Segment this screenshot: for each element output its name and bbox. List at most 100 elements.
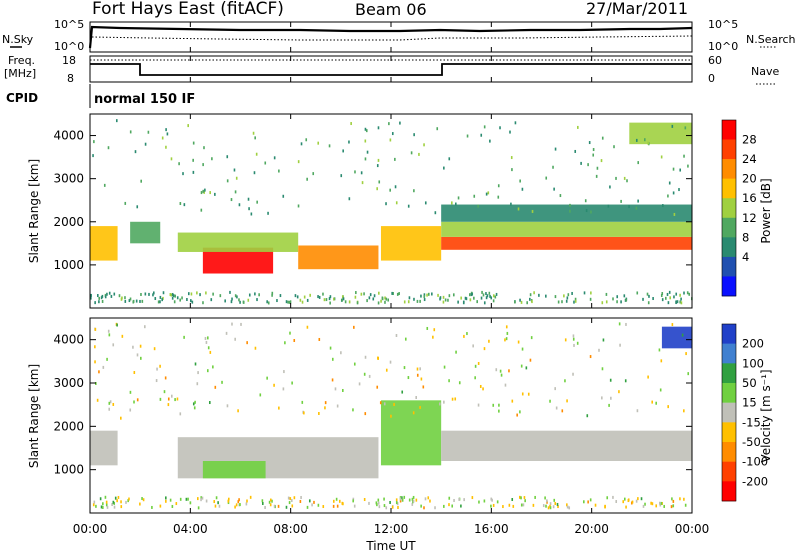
power-speckle-point xyxy=(98,300,100,304)
velocity-speckle-point xyxy=(508,369,510,373)
velocity-speckle-point xyxy=(114,496,117,500)
power-speckle-point xyxy=(554,147,557,151)
power-echo-layer xyxy=(90,119,693,305)
velocity-speckle-point xyxy=(318,411,320,415)
station-title: Fort Hays East (fitACF) xyxy=(92,0,284,19)
power-speckle-point xyxy=(192,158,194,162)
power-speckle-point xyxy=(436,127,439,131)
power-speckle-point xyxy=(211,157,213,161)
power-speckle-point xyxy=(210,298,213,302)
velocity-echo-region xyxy=(441,430,692,461)
power-speckle-point xyxy=(424,201,427,205)
colorbar-cell xyxy=(722,363,736,384)
velocity-echo-region xyxy=(661,326,692,349)
velocity-speckle-point xyxy=(495,368,498,372)
velocity-speckle-point xyxy=(106,357,108,361)
velocity-speckle-point xyxy=(226,404,229,408)
power-speckle-point xyxy=(273,156,276,160)
power-speckle-point xyxy=(377,126,380,130)
velocity-speckle-point xyxy=(102,365,105,369)
power-speckle-point xyxy=(569,209,571,213)
velocity-speckle-point xyxy=(335,497,338,501)
velocity-speckle-point xyxy=(155,379,158,383)
power-speckle-point xyxy=(230,198,233,202)
velocity-speckle-point xyxy=(308,499,311,503)
velocity-speckle-point xyxy=(608,403,610,407)
power-speckle-point xyxy=(279,294,282,298)
power-speckle-point xyxy=(628,205,630,209)
power-speckle-point xyxy=(377,158,380,162)
power-speckle-point xyxy=(110,294,113,298)
power-speckle-point xyxy=(171,292,174,296)
velocity-speckle-point xyxy=(140,356,142,360)
power-speckle-point xyxy=(661,298,664,302)
power-speckle-point xyxy=(497,195,500,199)
velocity-speckle-point xyxy=(125,500,127,504)
power-speckle-point xyxy=(312,172,315,176)
velocity-speckle-point xyxy=(498,409,500,413)
power-speckle-point xyxy=(431,292,433,296)
power-speckle-point xyxy=(187,292,190,296)
velocity-speckle-point xyxy=(412,495,415,499)
power-speckle-point xyxy=(214,192,216,196)
power-speckle-point xyxy=(252,131,255,135)
velocity-speckle-point xyxy=(389,360,392,364)
velocity-speckle-point xyxy=(94,360,96,364)
velocity-speckle-point xyxy=(389,500,391,504)
power-speckle-point xyxy=(170,293,173,297)
velocity-speckle-point xyxy=(401,498,404,502)
velocity-y-axis: 1000 2000 3000 4000 xyxy=(53,333,692,477)
velocity-speckle-point xyxy=(322,505,325,509)
power-speckle-point xyxy=(364,127,367,131)
power-speckle-point xyxy=(481,290,483,294)
power-speckle-point xyxy=(305,138,308,142)
power-speckle-point xyxy=(642,297,644,301)
velocity-speckle-point xyxy=(479,384,482,388)
power-echo-region xyxy=(130,221,161,244)
power-speckle-point xyxy=(442,295,445,299)
power-speckle-point xyxy=(526,301,528,305)
power-speckle-point xyxy=(306,298,309,302)
velocity-speckle-point xyxy=(554,502,557,506)
x-tick-label: 08:00 xyxy=(273,522,308,536)
velocity-speckle-point xyxy=(518,495,521,499)
power-echo-region xyxy=(298,245,379,270)
velocity-speckle-point xyxy=(175,502,178,506)
velocity-speckle-point xyxy=(197,506,200,510)
velocity-ylabel: Slant Range [km] xyxy=(27,364,41,468)
velocity-speckle-point xyxy=(635,499,638,503)
power-speckle-point xyxy=(389,188,391,192)
power-speckle-point xyxy=(348,197,351,201)
velocity-speckle-point xyxy=(112,343,115,347)
colorbar-cell xyxy=(722,461,736,482)
power-speckle-point xyxy=(615,176,617,180)
power-speckle-point xyxy=(625,298,628,302)
power-speckle-point xyxy=(226,179,229,183)
power-speckle-point xyxy=(219,294,222,298)
power-speckle-point xyxy=(519,298,521,302)
velocity-speckle-point xyxy=(269,503,272,507)
velocity-speckle-point xyxy=(586,414,589,418)
power-speckle-point xyxy=(368,296,371,300)
power-speckle-point xyxy=(391,291,393,295)
velocity-speckle-point xyxy=(189,501,192,505)
power-speckle-point xyxy=(369,293,372,297)
power-speckle-point xyxy=(635,138,638,142)
velocity-speckle-point xyxy=(572,372,574,376)
velocity-speckle-point xyxy=(564,379,566,383)
power-speckle-point xyxy=(113,292,116,296)
velocity-speckle-point xyxy=(300,495,302,499)
colorbar-cell xyxy=(722,159,736,179)
power-speckle-point xyxy=(517,207,520,211)
power-speckle-point xyxy=(423,143,425,147)
power-speckle-point xyxy=(451,201,453,205)
power-speckle-point xyxy=(646,292,649,296)
power-speckle-point xyxy=(565,299,568,303)
colorbar-cell xyxy=(722,324,736,344)
velocity-speckle-point xyxy=(672,504,675,508)
velocity-speckle-point xyxy=(685,352,687,356)
power-speckle-point xyxy=(309,293,311,297)
velocity-speckle-point xyxy=(477,403,480,407)
velocity-speckle-point xyxy=(234,505,236,509)
power-speckle-point xyxy=(366,299,368,303)
